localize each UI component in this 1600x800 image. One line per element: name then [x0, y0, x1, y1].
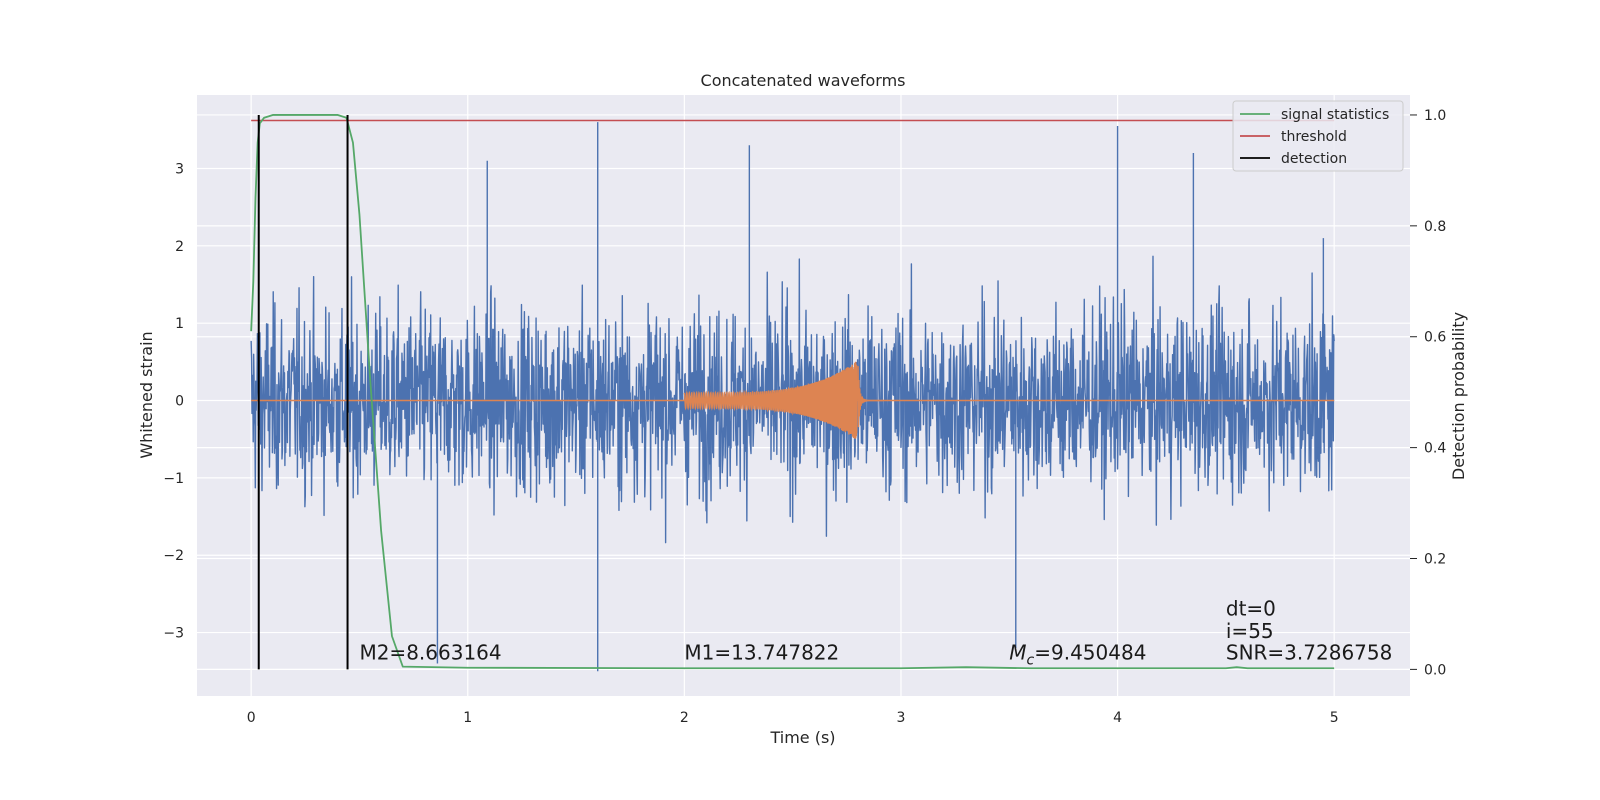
y2-tick-label: 0.2: [1424, 552, 1446, 568]
signal-statistics-line: [250, 114, 1335, 670]
y-tick-label: −2: [163, 548, 184, 564]
y-axis-ticks: −3 −2 −1 0 1 2 3: [163, 161, 184, 641]
legend-label-threshold: threshold: [1281, 129, 1347, 145]
y-tick-label: 3: [175, 161, 184, 177]
y-tick-label: 0: [175, 394, 184, 410]
annotations: M2=8.663164 M1=13.747822 Mc=9.450484 dt=0i=…: [359, 597, 1392, 669]
x-tick-label: 3: [897, 710, 906, 726]
annotation-text: Mc=9.450484: [1009, 641, 1146, 669]
annotation-text: M2=8.663164: [359, 641, 501, 665]
y2-tick-label: 0.4: [1424, 441, 1446, 457]
annotation-text: i=55: [1226, 619, 1274, 643]
annotation-text: M1=13.747822: [684, 641, 839, 665]
annotation-text: SNR=3.7286758: [1226, 641, 1392, 665]
y-axis-label: Whitened strain: [137, 331, 156, 458]
y-tick-label: −3: [163, 626, 184, 642]
y2-axis-label: Detection probability: [1449, 312, 1468, 480]
waveform-line: [683, 361, 884, 439]
x-axis-label: Time (s): [769, 728, 835, 747]
x-tick-label: 1: [463, 710, 472, 726]
y2-tick-label: 0.0: [1424, 662, 1446, 678]
y2-axis-ticks: 0.0 0.2 0.4 0.6 0.8 1.0: [1410, 108, 1446, 678]
annotation-text: dt=0: [1226, 597, 1276, 621]
x-tick-label: 5: [1330, 710, 1339, 726]
y2-tick-label: 1.0: [1424, 108, 1446, 124]
y-tick-label: 2: [175, 239, 184, 255]
legend-box: [1232, 100, 1404, 172]
noise-series: [250, 122, 1335, 672]
probability-series: [250, 114, 1335, 670]
legend-label-signal: signal statistics: [1281, 107, 1389, 123]
x-tick-label: 0: [247, 710, 256, 726]
legend-label-detection: detection: [1281, 151, 1347, 167]
y2-tick-label: 0.8: [1424, 219, 1446, 235]
y-tick-label: −1: [163, 471, 184, 487]
x-axis-ticks: 0 1 2 3 4 5: [247, 710, 1339, 726]
y2-tick-label: 0.6: [1424, 330, 1446, 346]
x-tick-label: 4: [1113, 710, 1122, 726]
noise-line: [250, 122, 1335, 672]
x-tick-label: 2: [680, 710, 689, 726]
y-tick-label: 1: [175, 316, 184, 332]
waveform-series: [251, 361, 1335, 439]
legend: signal statistics threshold detection: [1232, 100, 1404, 172]
chart-title: Concatenated waveforms: [701, 71, 906, 90]
